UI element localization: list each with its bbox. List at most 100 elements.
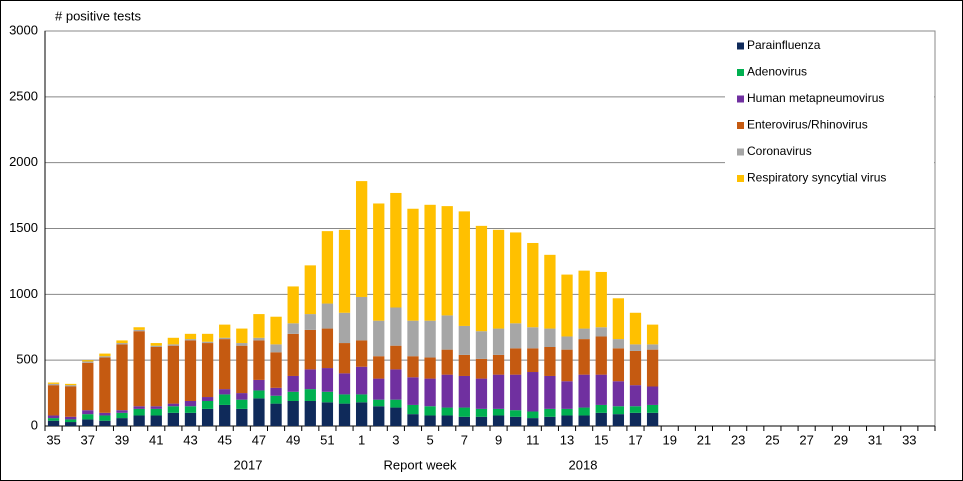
bar-segment (612, 348, 625, 382)
bar-segment (321, 328, 334, 369)
bar-segment (287, 375, 299, 392)
legend-label: Coronavirus (747, 144, 812, 158)
x-tick-label: 25 (765, 432, 779, 447)
bar-segment (544, 408, 556, 417)
bar-segment (612, 381, 625, 407)
bar-segment (475, 225, 488, 332)
bar-segment (99, 415, 111, 421)
bar-segment (47, 420, 60, 426)
bar-segment (578, 328, 590, 340)
bar-segment (99, 420, 111, 426)
x-tick-label: 39 (115, 432, 129, 447)
bar-segment (492, 328, 505, 355)
bar-segment (595, 412, 607, 426)
bar-segment (407, 377, 419, 405)
bar-segment (561, 415, 573, 426)
bar-segment (184, 339, 197, 341)
x-tick-label: 45 (217, 432, 231, 447)
bar-segment (236, 399, 248, 409)
bar-segment (219, 337, 231, 340)
bar-segment (390, 307, 402, 346)
bar-segment (201, 333, 214, 342)
bar-segment (82, 360, 94, 362)
bar-segment (595, 374, 607, 405)
bar-segment (65, 416, 77, 420)
bar-segment (270, 344, 282, 353)
bar-segment (270, 316, 282, 345)
bar-segment (407, 404, 419, 415)
year-label: 2017 (234, 457, 263, 472)
y-tick-label: 3000 (9, 22, 38, 37)
bar-segment (253, 340, 265, 380)
bar-segment (133, 327, 145, 330)
bar-segment (253, 398, 265, 426)
y-tick-label: 500 (16, 352, 38, 367)
bar-segment (338, 373, 351, 395)
bar-segment (355, 394, 368, 403)
bar-segment (236, 408, 248, 426)
bar-segment (407, 320, 419, 357)
bar-segment (612, 406, 625, 415)
bar-segment (441, 407, 453, 416)
x-tick-label: 31 (868, 432, 882, 447)
bar-segment (458, 416, 470, 426)
bar-segment (629, 350, 642, 386)
bar-segment (561, 408, 573, 416)
bar-segment (458, 354, 470, 376)
bar-segment (201, 341, 214, 344)
bar-segment (424, 406, 436, 416)
y-tick-label: 2000 (9, 154, 38, 169)
bar-segment (184, 333, 197, 340)
x-tick-label: 19 (662, 432, 676, 447)
x-tick-label: 37 (81, 432, 95, 447)
bar-segment (544, 347, 556, 376)
bar-segment (629, 406, 642, 413)
x-tick-label: 23 (731, 432, 745, 447)
bar-segment (492, 354, 505, 375)
x-tick-label: 43 (183, 432, 197, 447)
bar-segment (116, 344, 128, 411)
bar-segment (287, 400, 299, 426)
bar-segment (492, 408, 505, 416)
bar-segment (116, 343, 128, 345)
bar-segment (47, 382, 60, 384)
x-tick-label: 29 (834, 432, 848, 447)
bar-segment (441, 415, 453, 426)
bar-segment (270, 387, 282, 396)
legend-label: Respiratory syncytial virus (747, 171, 886, 185)
legend-swatch (737, 175, 744, 182)
bar-segment (236, 328, 248, 344)
bar-segment (65, 422, 77, 426)
bar-segment (458, 407, 470, 417)
bar-segment (167, 344, 180, 346)
bar-segment (355, 340, 368, 367)
bar-segment (373, 203, 385, 321)
bar-segment (287, 323, 299, 334)
bar-segment (219, 324, 231, 338)
bar-segment (304, 369, 316, 390)
bar-segment (133, 408, 145, 416)
bar-segment (373, 378, 385, 400)
bar-segment (544, 254, 556, 329)
bar-segment (82, 362, 94, 411)
bar-segment (304, 389, 316, 401)
bar-segment (373, 320, 385, 357)
bar-segment (561, 274, 573, 337)
bar-segment (287, 391, 299, 401)
bar-segment (561, 349, 573, 382)
bar-segment (441, 315, 453, 350)
bar-segment (510, 348, 522, 375)
bar-segment (270, 352, 282, 388)
bar-segment (407, 208, 419, 321)
legend-swatch (737, 122, 744, 129)
bar-segment (321, 391, 334, 403)
bar-segment (236, 393, 248, 400)
bar-segment (99, 357, 111, 413)
bar-segment (390, 369, 402, 400)
bar-segment (544, 328, 556, 347)
x-tick-label: 11 (526, 432, 540, 447)
bar-segment (492, 415, 505, 426)
x-axis-title: Report week (384, 457, 457, 472)
bar-segment (527, 418, 539, 426)
